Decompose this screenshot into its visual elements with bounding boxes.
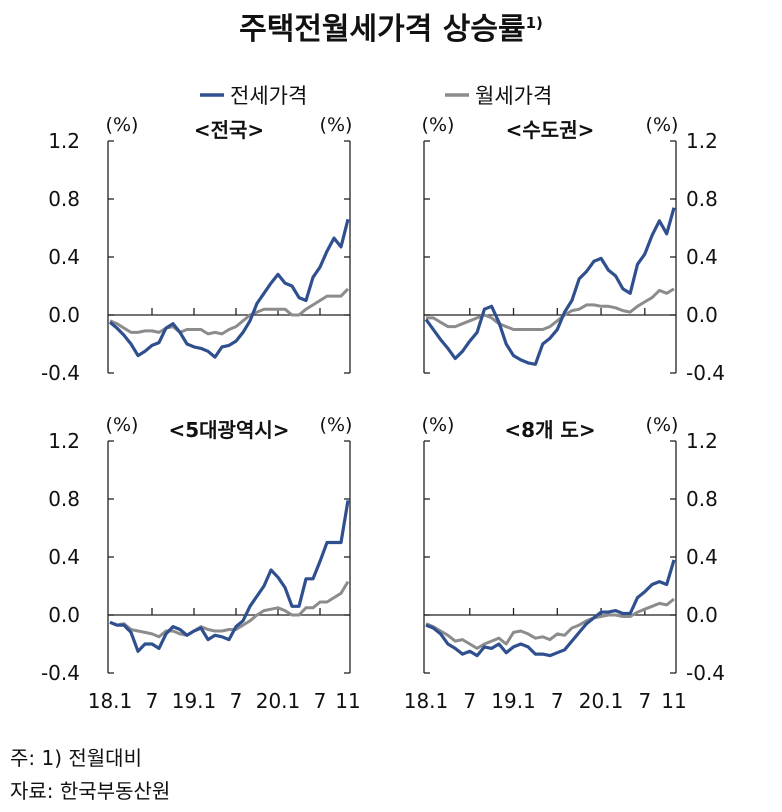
unit-label-right: (%) <box>320 414 353 436</box>
unit-label-left: (%) <box>106 414 139 436</box>
series-line-jeonse <box>424 207 676 366</box>
y-tick-label: 0.0 <box>48 303 80 327</box>
unit-label-right: (%) <box>646 114 679 136</box>
unit-label-left: (%) <box>422 414 455 436</box>
y-tick-label: 0.8 <box>686 487 718 511</box>
panel-title: <8개 도> <box>504 418 595 442</box>
x-tick-label: 18.1 <box>404 689 449 713</box>
x-tick-label: 11 <box>661 689 686 713</box>
series-line-wolse <box>109 580 350 639</box>
y-tick-label: 0.4 <box>686 245 718 269</box>
unit-label-right: (%) <box>646 414 679 436</box>
source-note: 자료: 한국부동산원 <box>10 779 171 803</box>
unit-label-left: (%) <box>106 114 139 136</box>
legend-jeonse-label: 전세가격 <box>230 84 307 108</box>
series-line-wolse <box>109 287 350 336</box>
footnote: 주: 1) 전월대비 <box>10 746 142 770</box>
y-tick-label: 0.4 <box>48 545 80 569</box>
y-tick-label: 0.0 <box>686 603 718 627</box>
x-tick-label: 7 <box>463 689 476 713</box>
x-tick-label: 7 <box>638 689 651 713</box>
unit-label-left: (%) <box>422 114 455 136</box>
y-tick-label: 0.4 <box>48 245 80 269</box>
y-tick-label: 1.2 <box>686 429 718 453</box>
x-tick-label: 18.1 <box>88 689 133 713</box>
title-footnote-mark: 1) <box>525 14 543 32</box>
x-tick-label: 19.1 <box>491 689 536 713</box>
y-tick-label: 1.2 <box>48 129 80 153</box>
y-tick-label: -0.4 <box>41 361 80 385</box>
y-tick-label: 1.2 <box>48 429 80 453</box>
panel-title: <전국> <box>194 118 264 142</box>
panel-title: <수도권> <box>506 118 595 142</box>
series-line-jeonse <box>109 500 350 653</box>
series-line-jeonse <box>108 218 350 359</box>
x-tick-label: 11 <box>335 689 360 713</box>
y-tick-label: -0.4 <box>686 661 725 685</box>
series-line-wolse <box>425 597 675 650</box>
x-tick-label: 7 <box>314 689 327 713</box>
x-tick-label: 7 <box>230 689 243 713</box>
y-tick-label: 0.0 <box>686 303 718 327</box>
x-tick-label: 20.1 <box>579 689 624 713</box>
x-tick-label: 20.1 <box>256 689 301 713</box>
y-tick-label: -0.4 <box>41 661 80 685</box>
y-tick-label: 0.8 <box>48 187 80 211</box>
unit-label-right: (%) <box>320 114 353 136</box>
x-tick-label: 19.1 <box>172 689 217 713</box>
y-tick-label: 1.2 <box>686 129 718 153</box>
y-tick-label: 0.8 <box>686 187 718 211</box>
x-tick-label: 7 <box>146 689 159 713</box>
y-tick-label: 0.0 <box>48 603 80 627</box>
y-tick-label: -0.4 <box>686 361 725 385</box>
y-tick-label: 0.4 <box>686 545 718 569</box>
title-text: 주택전월세가격 상승률 <box>239 12 526 47</box>
x-tick-label: 7 <box>551 689 564 713</box>
chart-title: 주택전월세가격 상승률1) <box>0 4 782 48</box>
series-line-jeonse <box>425 559 676 658</box>
y-tick-label: 0.8 <box>48 487 80 511</box>
legend-wolse-label: 월세가격 <box>475 84 552 108</box>
panel-title: <5대광역시> <box>168 418 289 442</box>
series-line-wolse <box>426 287 675 331</box>
